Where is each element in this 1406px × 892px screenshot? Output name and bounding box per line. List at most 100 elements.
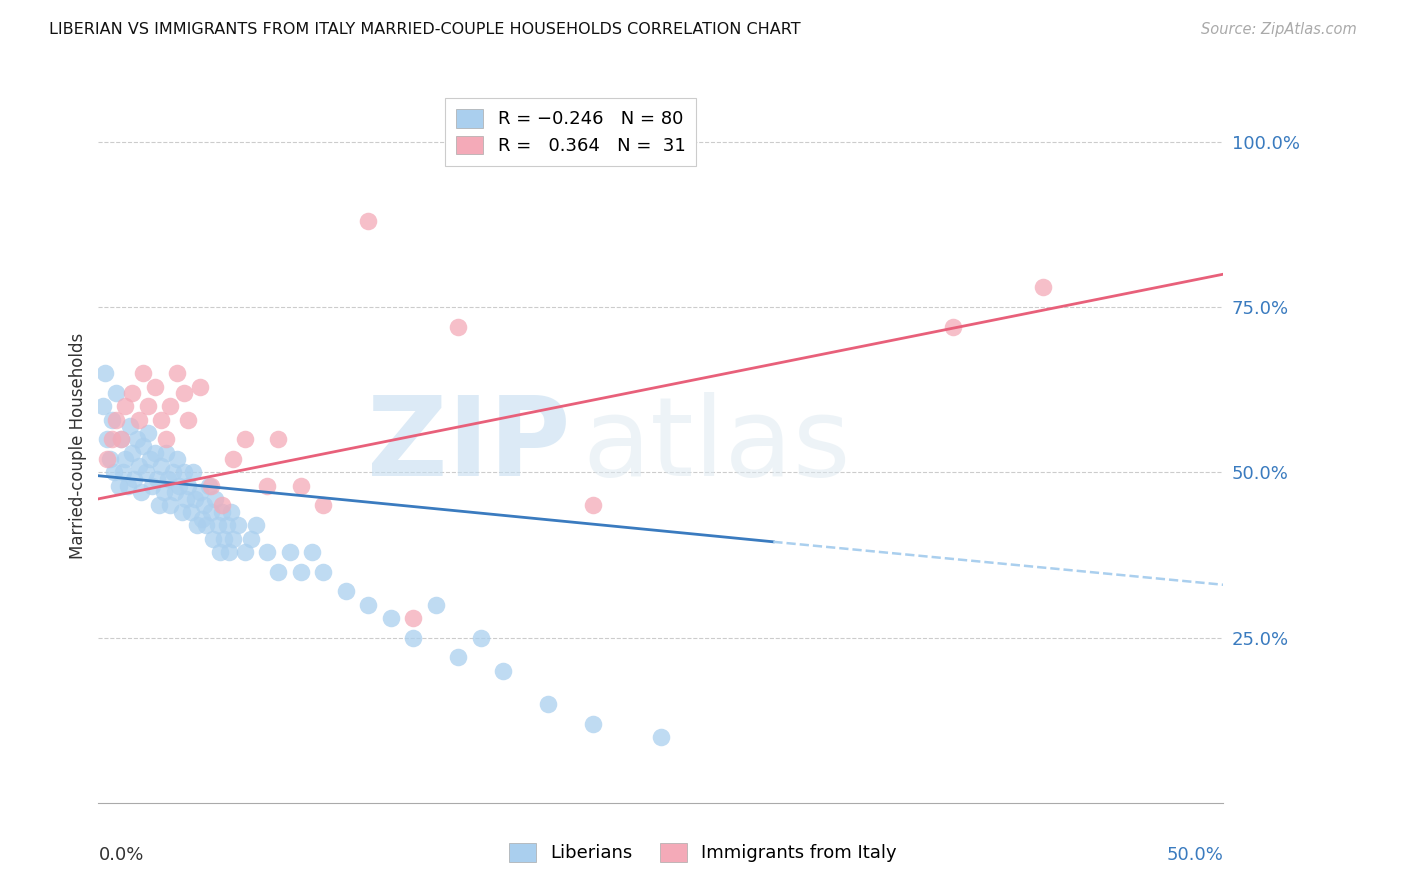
Point [159,400,181,414]
Point [193,499,215,513]
Point [582,716,605,731]
Point [148,499,170,513]
Point [143,379,166,393]
Point [215,518,238,533]
Point [278,545,301,559]
Point [177,478,200,492]
Legend: Liberians, Immigrants from Italy: Liberians, Immigrants from Italy [502,836,904,870]
Point [132,367,155,381]
Point [174,491,197,506]
Point [181,466,204,480]
Point [186,518,208,533]
Point [582,499,605,513]
Point [124,472,146,486]
Point [312,565,335,579]
Point [110,433,132,447]
Point [107,478,129,492]
Point [173,386,195,401]
Point [125,433,148,447]
Point [169,478,191,492]
Point [207,518,229,533]
Point [135,466,157,480]
Point [301,545,323,559]
Legend: R = −0.246   N = 80, R =   0.364   N =  31: R = −0.246 N = 80, R = 0.364 N = 31 [446,98,696,166]
Point [312,499,335,513]
Point [200,505,222,519]
Point [219,505,242,519]
Point [163,485,186,500]
Point [200,478,222,492]
Point [101,433,124,447]
Point [208,545,231,559]
Point [650,730,672,744]
Point [98,452,121,467]
Point [150,458,173,473]
Point [222,452,245,467]
Point [141,478,163,492]
Point [157,472,180,486]
Text: 0.0%: 0.0% [98,846,143,863]
Point [166,452,188,467]
Point [110,433,132,447]
Point [101,412,124,426]
Point [105,386,128,401]
Point [233,433,256,447]
Point [184,491,207,506]
Point [121,445,143,459]
Point [492,664,515,678]
Point [942,320,965,334]
Point [121,386,143,401]
Y-axis label: Married-couple Households: Married-couple Households [69,333,87,559]
Point [129,485,152,500]
Point [214,532,236,546]
Point [188,379,211,393]
Point [290,565,312,579]
Point [256,478,278,492]
Point [173,466,195,480]
Point [357,598,380,612]
Point [128,458,150,473]
Point [177,412,200,426]
Point [103,466,125,480]
Point [152,485,174,500]
Point [335,584,357,599]
Point [94,367,117,381]
Text: 50.0%: 50.0% [1167,846,1223,863]
Point [155,445,177,459]
Point [402,631,425,645]
Point [211,499,233,513]
Point [537,697,560,711]
Point [188,485,211,500]
Point [267,565,290,579]
Point [180,505,202,519]
Point [112,466,135,480]
Point [150,412,173,426]
Point [1032,280,1054,294]
Text: atlas: atlas [582,392,851,500]
Point [105,412,128,426]
Point [204,491,226,506]
Point [159,499,181,513]
Point [114,452,136,467]
Point [211,505,233,519]
Point [267,433,290,447]
Point [195,518,218,533]
Point [226,518,249,533]
Point [136,400,159,414]
Text: Source: ZipAtlas.com: Source: ZipAtlas.com [1201,22,1357,37]
Point [380,611,402,625]
Point [290,478,312,492]
Point [96,433,118,447]
Point [117,478,139,492]
Point [162,466,184,480]
Point [218,545,240,559]
Point [233,545,256,559]
Text: ZIP: ZIP [367,392,571,500]
Point [191,511,214,525]
Point [357,214,380,228]
Point [256,545,278,559]
Point [470,631,492,645]
Point [146,472,169,486]
Point [170,505,193,519]
Point [222,532,245,546]
